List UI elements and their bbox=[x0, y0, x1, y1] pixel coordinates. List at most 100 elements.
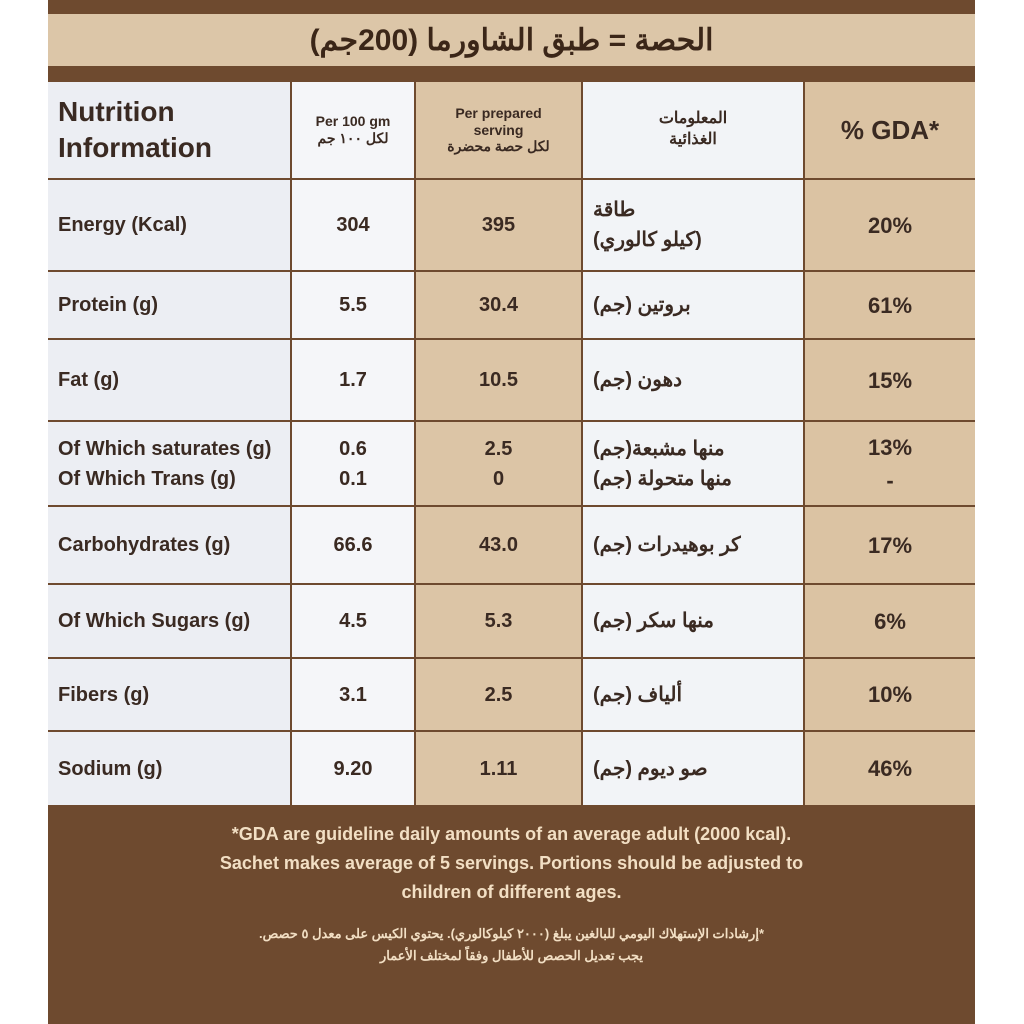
cell-line: 13% bbox=[867, 434, 913, 460]
header-cell: المعلومات الغذائية bbox=[583, 82, 803, 178]
footnote-en: *GDA are guideline daily amounts of an a… bbox=[48, 820, 975, 907]
cell-text: منها سكر (جم) bbox=[593, 610, 715, 632]
table-cell: صو ديوم (جم) bbox=[583, 732, 803, 805]
footnote-line: *GDA are guideline daily amounts of an a… bbox=[231, 824, 792, 844]
header-cell: % GDA* bbox=[805, 82, 975, 178]
cell-line: (كيلو كالوري) bbox=[593, 229, 702, 251]
cell-text: Of Which Sugars (g) bbox=[58, 610, 251, 632]
table-cell: منها مشبعة(جم) منها متحولة (جم) bbox=[583, 422, 803, 505]
cell-text: 5.5 bbox=[339, 294, 367, 316]
cell-text: 6% bbox=[874, 608, 906, 634]
cell-text: 20% bbox=[867, 212, 913, 238]
cell-text: 1.7 bbox=[339, 369, 367, 391]
table-cell: 15% bbox=[805, 340, 975, 420]
cell-line: طاقة bbox=[593, 199, 636, 221]
cell-text: 46% bbox=[867, 756, 913, 781]
cell-text: 66.6 bbox=[333, 534, 373, 556]
table-cell: 10.5 bbox=[416, 340, 581, 420]
table-cell: Fat (g) bbox=[48, 340, 290, 420]
cell-line: الغذائية bbox=[669, 131, 717, 148]
table-cell: Sodium (g) bbox=[48, 732, 290, 805]
table-cell: ألياف (جم) bbox=[583, 659, 803, 730]
cell-text: 17% bbox=[867, 532, 913, 558]
table-cell: 20% bbox=[805, 180, 975, 270]
cell-line: 2.5 bbox=[484, 437, 513, 460]
table-cell: Carbohydrates (g) bbox=[48, 507, 290, 583]
table-cell: كر بوهيدرات (جم) bbox=[583, 507, 803, 583]
table-cell: 66.6 bbox=[292, 507, 414, 583]
cell-text: ألياف (جم) bbox=[593, 683, 683, 706]
header-cell: Per prepared serving لكل حصة محضرة bbox=[416, 82, 581, 178]
cell-text: Protein (g) bbox=[58, 294, 158, 316]
table-cell: 0.6 0.1 bbox=[292, 422, 414, 505]
table-cell: منها سكر (جم) bbox=[583, 585, 803, 657]
cell-line: Nutrition bbox=[58, 95, 175, 127]
table-cell: 5.3 bbox=[416, 585, 581, 657]
cell-line: Per prepared bbox=[455, 104, 542, 121]
cell-text: Sodium (g) bbox=[58, 757, 163, 780]
header-cell: Per 100 gm لكل ١٠٠ جم bbox=[292, 82, 414, 178]
cell-line: المعلومات bbox=[658, 110, 728, 128]
cell-line: Of Which saturates (g) bbox=[58, 437, 272, 460]
cell-text: 30.4 bbox=[479, 294, 518, 316]
cell-line: 0.1 bbox=[339, 467, 367, 490]
footnote-line: Sachet makes average of 5 servings. Port… bbox=[219, 853, 804, 873]
footnotes: *GDA are guideline daily amounts of an a… bbox=[48, 820, 975, 967]
table-cell: Protein (g) bbox=[48, 272, 290, 338]
cell-text: بروتين (جم) bbox=[593, 294, 691, 316]
table-cell: 9.20 bbox=[292, 732, 414, 805]
cell-text: 43.0 bbox=[479, 534, 518, 556]
cell-line: منها مشبعة(جم) bbox=[593, 437, 725, 460]
serving-title: الحصة = طبق الشاورما (200جم) bbox=[48, 14, 975, 66]
cell-line: منها متحولة (جم) bbox=[593, 467, 732, 490]
cell-text: 10% bbox=[867, 682, 913, 707]
cell-text: صو ديوم (جم) bbox=[593, 757, 708, 780]
cell-line: 0.6 bbox=[339, 437, 367, 460]
footnote-line: يجب تعديل الحصص للأطفال وفقاً لمختلف الأ… bbox=[380, 948, 643, 963]
cell-text: 3.1 bbox=[339, 683, 367, 706]
footnote-line: children of different ages. bbox=[401, 882, 622, 902]
footnote-ar: *إرشادات الإستهلاك اليومي للبالغين يبلغ … bbox=[48, 923, 975, 967]
table-cell: 6% bbox=[805, 585, 975, 657]
table-cell: 10% bbox=[805, 659, 975, 730]
cell-text: 5.3 bbox=[484, 610, 513, 632]
table-cell: 1.7 bbox=[292, 340, 414, 420]
table-cell: Energy (Kcal) bbox=[48, 180, 290, 270]
table-cell: 2.5 bbox=[416, 659, 581, 730]
table-cell: 304 bbox=[292, 180, 414, 270]
cell-line: لكل حصة محضرة bbox=[447, 138, 550, 155]
table-cell: 3.1 bbox=[292, 659, 414, 730]
cell-text: Fibers (g) bbox=[58, 683, 150, 706]
cell-text: دهون (جم) bbox=[593, 369, 683, 391]
cell-line: serving bbox=[473, 121, 524, 138]
cell-text: 2.5 bbox=[484, 683, 513, 706]
cell-line: Per 100 gm bbox=[315, 113, 391, 130]
table-cell: 61% bbox=[805, 272, 975, 338]
table-cell: 17% bbox=[805, 507, 975, 583]
table-cell: 4.5 bbox=[292, 585, 414, 657]
table-cell: 2.5 0 bbox=[416, 422, 581, 505]
cell-line: - bbox=[886, 467, 894, 493]
cell-text: 395 bbox=[481, 214, 516, 236]
cell-text: 10.5 bbox=[479, 369, 518, 391]
cell-text: كر بوهيدرات (جم) bbox=[593, 534, 741, 556]
nutrition-table: Nutrition Information Per 100 gm لكل ١٠٠ جم… bbox=[48, 82, 975, 805]
cell-text: 61% bbox=[867, 292, 913, 318]
table-cell: 30.4 bbox=[416, 272, 581, 338]
table-cell: طاقة (كيلو كالوري) bbox=[583, 180, 803, 270]
table-cell: 46% bbox=[805, 732, 975, 805]
table-cell: بروتين (جم) bbox=[583, 272, 803, 338]
table-cell: 395 bbox=[416, 180, 581, 270]
cell-text: Fat (g) bbox=[58, 369, 120, 391]
table-cell: Of Which saturates (g) Of Which Trans (g) bbox=[48, 422, 290, 505]
cell-text: % GDA* bbox=[840, 114, 940, 145]
cell-text: Carbohydrates (g) bbox=[58, 534, 231, 556]
cell-line: Information bbox=[58, 132, 212, 163]
cell-line: لكل ١٠٠ جم bbox=[317, 130, 389, 146]
cell-text: 304 bbox=[336, 214, 370, 236]
footnote-line: *إرشادات الإستهلاك اليومي للبالغين يبلغ … bbox=[259, 926, 764, 941]
cell-text: Energy (Kcal) bbox=[58, 214, 187, 236]
header-cell: Nutrition Information bbox=[48, 82, 290, 178]
table-cell: 43.0 bbox=[416, 507, 581, 583]
